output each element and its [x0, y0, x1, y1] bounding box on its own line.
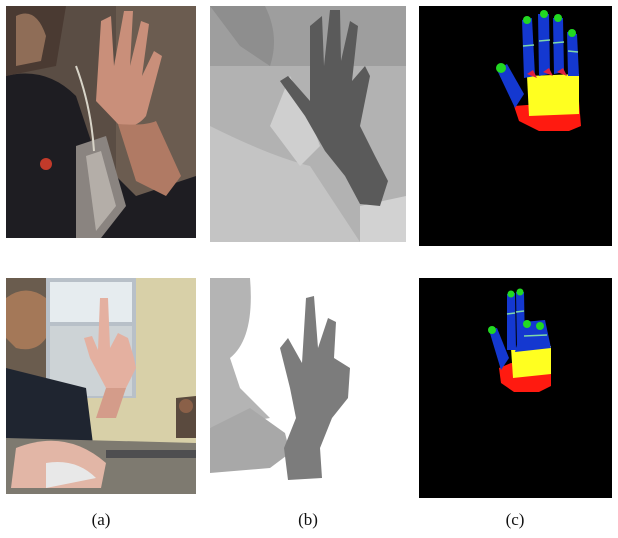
caption-b: (b) — [298, 510, 318, 529]
rgb-photo-two-finger — [6, 278, 196, 494]
segmentation-two-finger — [419, 278, 612, 498]
depth-map-open-hand — [210, 6, 406, 242]
depth-map-two-finger — [210, 278, 406, 490]
caption-a: (a) — [91, 510, 111, 529]
rgb-photo-open-hand — [6, 6, 196, 238]
caption-c: (c) — [505, 510, 525, 529]
segmentation-open-hand — [419, 6, 612, 246]
